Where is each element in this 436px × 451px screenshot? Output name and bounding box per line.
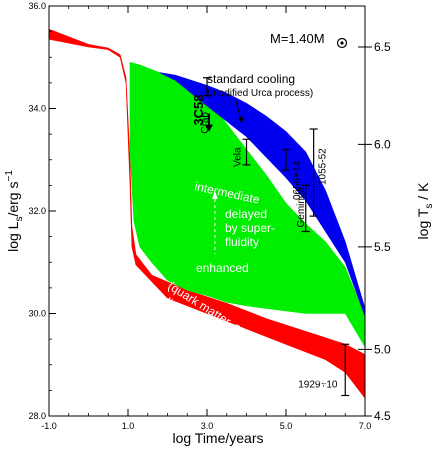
obs-1929-10: 1929+10 [298, 343, 350, 397]
obs-label: Vela [233, 147, 244, 167]
obs-label: 1929+10 [298, 380, 338, 391]
y-axis-label-left: log Ls/erg s−1 [4, 170, 25, 252]
y-tick-label: 36.0 [28, 1, 46, 11]
standard-pointer-head-icon [238, 117, 244, 123]
obs-3c58: 3C58 [191, 94, 213, 132]
enhanced-label: enhanced [196, 261, 249, 275]
obs-crab: Crab [200, 77, 211, 134]
sun-ring [336, 37, 348, 49]
standard-cooling-label: standard cooling [207, 72, 295, 86]
y-tick-label: 32.0 [28, 206, 46, 216]
x-tick-label: 7.0 [359, 421, 372, 431]
y-axis-label-right: log Ts / K [415, 182, 435, 240]
x-tick-label: 5.0 [280, 421, 293, 431]
obs-label: 3C58 [191, 94, 206, 125]
delayed-label-1: delayed [225, 207, 267, 221]
axes: -1.0 1.0 3.0 5.0 7.0 28.0 30.0 32.0 34.0 36.0 4.5 5… [28, 1, 391, 431]
cooling-bands [48, 28, 366, 399]
sun-dot [340, 41, 344, 45]
obs-geminga: Geminga [296, 184, 310, 233]
obs-label: 0656+14 [292, 160, 303, 200]
modified-urca-label: (modified Urca process) [207, 88, 313, 99]
obs-0656-14: 0656+14 [282, 148, 303, 200]
right-tick-label: 4.5 [374, 409, 391, 423]
right-tick-label: 5.5 [374, 240, 391, 254]
y-tick-label: 30.0 [28, 309, 46, 319]
obs-1055-52: 1055-52 [309, 128, 329, 217]
x-tick-label: 1.0 [122, 421, 135, 431]
sun-symbol-icon [336, 37, 348, 49]
y-tick-label: 34.0 [28, 104, 46, 114]
obs-vela: Vela [233, 138, 251, 167]
delayed-arrow-head-icon [211, 191, 218, 199]
right-tick-label: 5.0 [374, 342, 391, 356]
x-tick-label: 3.0 [201, 421, 214, 431]
right-tick-label: 6.5 [374, 40, 391, 54]
mass-label: M=1.40M [270, 31, 325, 46]
obs-label: 1055-52 [318, 148, 329, 185]
right-tick-label: 6.0 [374, 137, 391, 151]
y-tick-label: 28.0 [28, 411, 46, 421]
delayed-label-3: fluidity [225, 235, 259, 249]
obs-label: Crab [200, 112, 211, 134]
x-tick-label: -1.0 [41, 421, 57, 431]
delayed-label-2: by super- [225, 221, 275, 235]
standard-pointer [235, 100, 242, 121]
obs-label: Geminga [296, 186, 307, 227]
x-axis-label: log Time/years [172, 430, 263, 446]
